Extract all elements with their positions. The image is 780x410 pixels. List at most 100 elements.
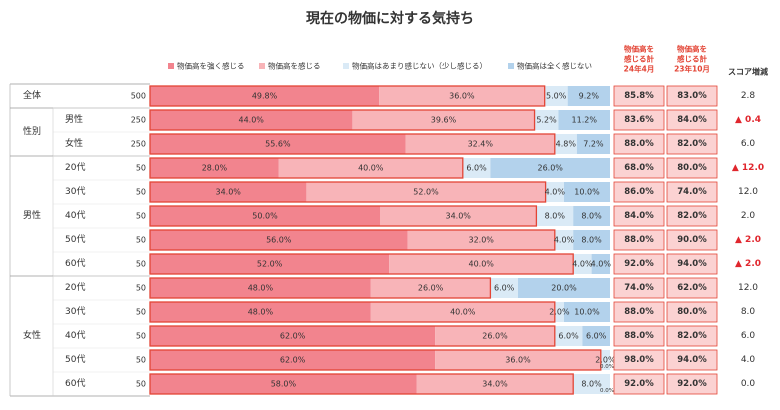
legend-label: 物価高を強く感じる [177,61,245,71]
summary-header-text: 23年10月 [674,64,710,74]
bar-segment [544,86,568,106]
summary-cell-23 [666,229,718,251]
summary-cell-24 [613,277,665,299]
row-n: 50 [136,308,146,317]
summary-header-text: 24年4月 [624,64,655,74]
bar-segment [573,206,610,226]
bar-segment [591,254,610,274]
change-header: スコア増減 [728,67,768,77]
summary-cell-24 [613,157,665,179]
score-change: 4.0 [741,355,756,365]
legend-label: 物価高を感じる [268,61,321,71]
bar-segment [150,206,380,226]
legend-label: 物価高は全く感じない [517,61,592,71]
summary-cell-23 [666,325,718,347]
bar-data-label: 6.0% [558,332,579,341]
summary-cell-23 [666,181,718,203]
bar-data-label: 4.0% [572,260,593,269]
summary-value-23: 94.0% [677,355,707,365]
row-sublabel: 女性 [65,137,83,149]
row-sublabel: 30代 [65,306,85,317]
summary-cell-23 [666,157,718,179]
score-change: ▲ 12.0 [732,163,764,173]
bar-segment [554,326,583,346]
row-sublabel: 50代 [65,354,85,365]
bar-data-label: 4.8% [556,140,577,149]
bar-segment [379,86,545,106]
summary-value-23: 90.0% [677,235,707,245]
summary-value-23: 94.0% [677,259,707,269]
bar-data-label: 34.0% [482,380,508,389]
score-change: 6.0 [741,139,756,149]
summary-value-23: 92.0% [677,379,707,389]
legend-swatch [343,63,349,69]
summary-cell-23 [666,205,718,227]
bar-segment [536,206,574,226]
bar-data-label: 32.0% [468,236,494,245]
summary-value-23: 80.0% [677,163,707,173]
bar-data-label: 55.6% [265,140,291,149]
row-n: 250 [131,116,146,125]
bar-segment [490,278,518,298]
bar-segment [150,230,408,250]
bar-segment [518,278,610,298]
bar-total-outline [149,157,464,179]
bar-data-label: 48.0% [248,308,274,317]
bar-segment [534,110,559,130]
summary-cell-24 [613,229,665,251]
bar-segment [370,302,555,322]
summary-value-23: 74.0% [677,187,707,197]
score-change: 8.0 [741,307,756,317]
bar-data-label: 32.4% [468,140,494,149]
summary-cell-24 [613,85,665,107]
bar-data-label: 4.0% [545,188,566,197]
summary-value-24: 68.0% [624,163,654,173]
bar-segment [564,302,610,322]
bar-segment [545,182,564,202]
bar-data-label: 36.0% [505,356,531,365]
bar-data-label: 49.8% [252,92,278,101]
bar-data-label: 56.0% [266,236,292,245]
bar-segment [407,230,555,250]
bar-segment [389,254,574,274]
summary-value-24: 85.8% [624,91,654,101]
bar-data-label: 26.0% [537,164,563,173]
row-sublabel: 30代 [65,186,85,197]
legend-swatch [508,63,514,69]
bar-segment [558,110,610,130]
group-label: 全体 [23,89,41,101]
summary-cell-23 [666,277,718,299]
bar-data-label: 7.2% [583,140,604,149]
score-change: 2.8 [741,91,756,101]
summary-header-text: 感じる計 [677,54,707,64]
bar-total-outline [149,229,556,251]
bar-segment [416,374,574,394]
row-n: 50 [136,284,146,293]
bar-data-label: 9.2% [579,92,600,101]
summary-value-24: 83.6% [624,115,654,125]
bar-total-outline [149,205,538,227]
bar-segment [150,278,371,298]
row-sublabel: 60代 [65,258,85,269]
bar-data-label: 8.0% [581,380,602,389]
row-sublabel: 60代 [65,378,85,389]
group-label: 男性 [23,209,41,221]
summary-value-24: 92.0% [624,259,654,269]
bar-segment [150,182,307,202]
bar-data-label: 44.0% [238,116,264,125]
summary-value-23: 82.0% [677,331,707,341]
bar-data-label: 5.0% [546,92,567,101]
row-n: 500 [131,92,146,101]
summary-value-24: 88.0% [624,307,654,317]
row-n: 50 [136,164,146,173]
bar-data-label: 62.0% [280,332,306,341]
bar-segment [554,302,564,322]
summary-cell-23 [666,301,718,323]
row-sublabel: 40代 [65,210,85,221]
summary-value-24: 98.0% [624,355,654,365]
bar-segment [564,182,610,202]
bar-data-label: 26.0% [418,284,444,293]
legend-label: 物価高はあまり感じない（少し感じる） [352,61,487,71]
bar-data-label: 50.0% [252,212,278,221]
row-n: 50 [136,212,146,221]
